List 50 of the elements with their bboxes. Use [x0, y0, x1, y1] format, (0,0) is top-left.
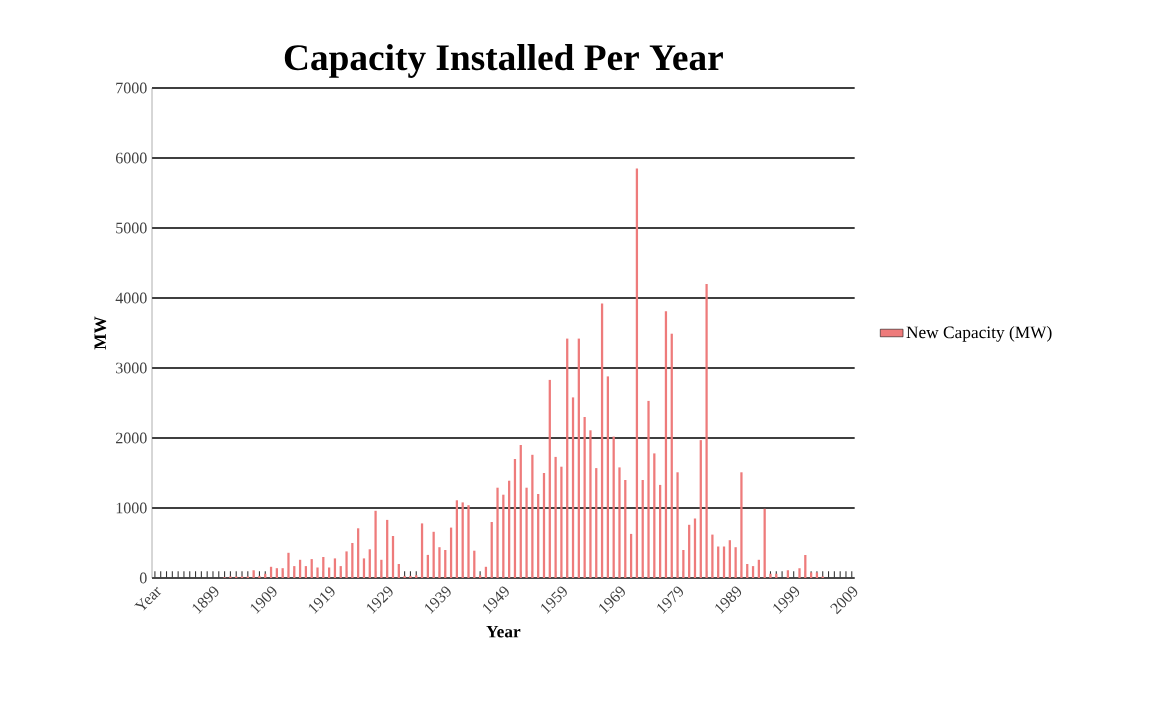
bar	[554, 456, 557, 578]
legend-label: New Capacity (MW)	[906, 325, 1052, 342]
bar	[415, 575, 418, 578]
bar	[734, 547, 737, 578]
bar	[380, 559, 383, 578]
y-tick-label: 6000	[115, 152, 147, 164]
bar	[287, 552, 290, 578]
bar	[496, 487, 499, 578]
bar	[722, 546, 726, 578]
bar	[333, 558, 337, 578]
bar	[258, 575, 261, 578]
bar	[769, 573, 772, 578]
bar	[717, 546, 720, 578]
bar	[531, 454, 534, 578]
bar	[809, 572, 813, 578]
bar	[345, 551, 348, 578]
bar	[798, 568, 801, 578]
y-tick-label: 2000	[116, 432, 147, 444]
bar	[281, 568, 284, 578]
bar	[815, 572, 819, 578]
bar	[589, 430, 592, 578]
y-tick-label: 3000	[116, 362, 147, 374]
bar	[740, 472, 743, 578]
chart-title: Capacity Installed Per Year	[284, 43, 723, 78]
y-tick-label: 0	[139, 572, 147, 584]
bar	[467, 505, 470, 578]
bar	[403, 575, 406, 578]
bar	[316, 567, 319, 578]
bar	[647, 400, 650, 578]
x-axis-title: Year	[486, 625, 521, 638]
y-axis-title: MW	[94, 316, 107, 350]
y-tick-label: 4000	[115, 292, 147, 304]
bar	[275, 568, 278, 578]
y-tick-label: 5000	[116, 222, 147, 234]
bar	[478, 575, 482, 578]
bar	[618, 467, 621, 578]
y-tick-label: 7000	[116, 82, 147, 94]
bar	[705, 284, 708, 578]
bar	[252, 570, 255, 578]
bar	[438, 547, 441, 578]
bar	[362, 558, 366, 578]
bar	[676, 472, 679, 578]
x-tick-label: Year	[134, 586, 162, 611]
bar	[786, 570, 790, 578]
bar	[560, 466, 563, 578]
bar	[711, 534, 714, 578]
y-tick-label: 1000	[116, 502, 147, 514]
bar	[525, 487, 528, 578]
bar	[374, 510, 377, 578]
bar	[409, 575, 412, 578]
